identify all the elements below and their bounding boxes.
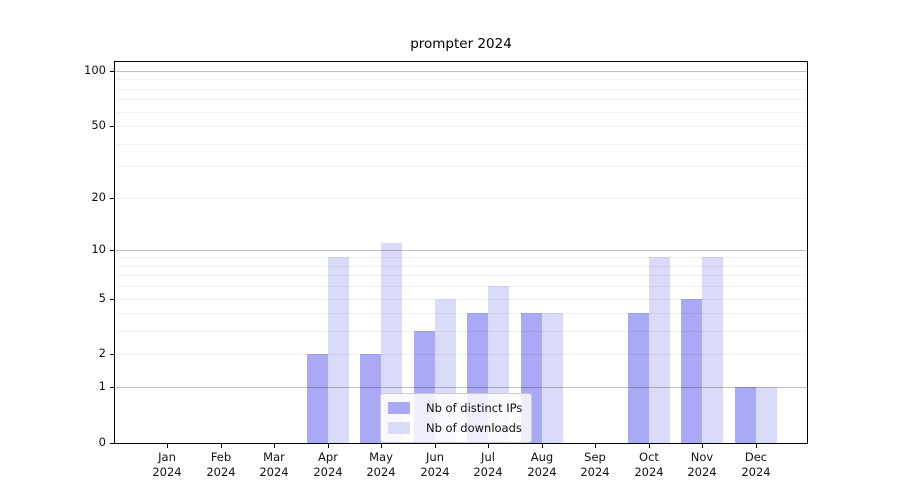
y-gridline	[115, 331, 807, 332]
x-axis-tick-label: Jul 2024	[473, 450, 503, 479]
y-axis-tick	[110, 198, 114, 199]
bar-distinct-ips	[681, 299, 702, 443]
y-axis-tick	[110, 71, 114, 72]
y-gridline	[115, 71, 807, 72]
y-gridline	[115, 387, 807, 388]
bar-distinct-ips	[627, 313, 649, 443]
y-gridline	[115, 198, 807, 199]
y-gridline	[115, 299, 807, 300]
y-gridline	[115, 144, 807, 145]
x-axis-tick	[595, 444, 596, 448]
y-gridline	[115, 166, 807, 167]
legend-swatch-distinct-ips	[388, 402, 410, 414]
bar-downloads	[541, 313, 563, 443]
legend-label-distinct-ips: Nb of distinct IPs	[426, 401, 523, 415]
x-axis-tick-label: Sep 2024	[580, 450, 610, 479]
y-gridline	[115, 257, 807, 258]
y-gridline	[115, 112, 807, 113]
y-axis-tick	[110, 387, 114, 388]
x-axis-tick	[542, 444, 543, 448]
x-axis-tick-label: Jan 2024	[152, 450, 182, 479]
x-axis-tick	[221, 444, 222, 448]
y-gridline	[115, 99, 807, 100]
x-axis-tick-label: Oct 2024	[634, 450, 664, 479]
bar-downloads	[327, 257, 349, 443]
legend-row: Nb of downloads	[388, 421, 522, 435]
y-axis-tick-label: 0	[98, 435, 106, 449]
y-gridline	[115, 275, 807, 276]
x-axis-tick-label: Apr 2024	[313, 450, 343, 479]
bar-distinct-ips	[360, 354, 381, 443]
y-axis-tick-label: 20	[91, 190, 106, 204]
y-axis-tick-label: 5	[98, 291, 106, 305]
x-axis-tick-label: Feb 2024	[206, 450, 236, 479]
x-axis-tick	[702, 444, 703, 448]
y-gridline	[115, 286, 807, 287]
y-axis-tick	[110, 354, 114, 355]
x-axis-tick-label: Dec 2024	[741, 450, 771, 479]
legend-swatch-downloads	[388, 422, 410, 434]
x-axis-tick-label: Jun 2024	[420, 450, 450, 479]
y-axis-tick-label: 1	[98, 379, 106, 393]
x-axis-tick	[488, 444, 489, 448]
y-axis-tick	[110, 443, 114, 444]
y-axis-tick-label: 50	[91, 118, 106, 132]
y-axis-tick	[110, 250, 114, 251]
legend-label-downloads: Nb of downloads	[426, 421, 522, 435]
y-gridline	[115, 126, 807, 127]
x-axis-tick	[381, 444, 382, 448]
bar-distinct-ips	[306, 354, 328, 443]
x-axis-tick-label: May 2024	[366, 450, 396, 479]
bar-downloads	[755, 387, 777, 443]
bar-downloads	[702, 257, 723, 443]
bars-layer	[115, 62, 807, 443]
x-axis-tick-label: Aug 2024	[527, 450, 557, 479]
y-gridline	[115, 266, 807, 267]
x-axis-tick	[649, 444, 650, 448]
x-axis-tick	[328, 444, 329, 448]
x-axis-tick-label: Nov 2024	[687, 450, 717, 479]
x-axis-tick	[274, 444, 275, 448]
y-gridline	[115, 354, 807, 355]
y-gridline	[115, 79, 807, 80]
x-axis-tick	[435, 444, 436, 448]
x-axis-tick	[756, 444, 757, 448]
plot-area	[114, 61, 808, 444]
legend-row: Nb of distinct IPs	[388, 401, 522, 415]
x-axis-tick	[167, 444, 168, 448]
y-gridline	[115, 89, 807, 90]
y-axis-tick-label: 10	[91, 242, 106, 256]
y-gridline	[115, 250, 807, 251]
y-axis-tick	[110, 299, 114, 300]
x-axis-tick-label: Mar 2024	[259, 450, 289, 479]
bar-downloads	[648, 257, 670, 443]
legend: Nb of distinct IPs Nb of downloads	[380, 393, 533, 443]
grid-layer	[115, 62, 807, 443]
bar-distinct-ips	[734, 387, 756, 443]
y-axis-tick	[110, 126, 114, 127]
y-axis-tick-label: 2	[98, 346, 106, 360]
y-gridline	[115, 313, 807, 314]
chart-title: prompter 2024	[410, 36, 512, 52]
y-axis-tick-label: 100	[84, 63, 106, 77]
